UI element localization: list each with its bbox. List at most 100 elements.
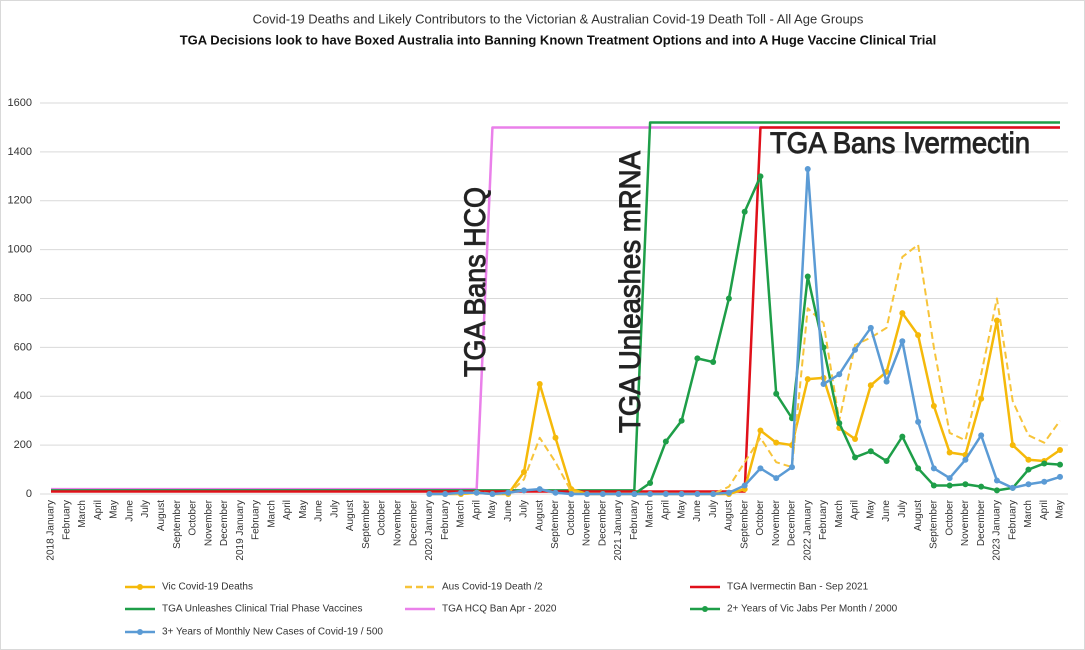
x-tick-label: December <box>408 499 419 546</box>
series-marker <box>552 489 559 496</box>
x-tick-label: October <box>944 499 955 535</box>
y-tick-label: 1400 <box>8 146 32 158</box>
series-marker <box>962 456 969 463</box>
x-tick-label: July <box>708 500 719 518</box>
x-tick-label: October <box>566 499 577 535</box>
series-marker <box>978 483 985 490</box>
x-tick-label: September <box>550 499 561 549</box>
series-marker <box>505 489 512 496</box>
x-tick-label: February <box>1007 500 1018 540</box>
series-marker <box>710 359 717 366</box>
series-marker <box>473 489 480 496</box>
y-tick-label: 1600 <box>8 97 32 109</box>
legend-label: TGA Ivermectin Ban - Sep 2021 <box>727 582 869 593</box>
x-tick-label: August <box>156 500 167 531</box>
series-marker <box>757 173 764 180</box>
series-marker <box>993 487 1000 494</box>
series-marker <box>946 449 953 456</box>
series-marker <box>1025 481 1032 488</box>
legend-label: Aus Covid-19 Death /2 <box>442 582 543 593</box>
x-tick-label: May <box>109 500 120 519</box>
series-marker <box>867 382 874 389</box>
series-marker <box>615 491 622 497</box>
x-tick-label: October <box>188 499 199 535</box>
series-marker <box>930 403 937 410</box>
series-marker <box>899 433 906 440</box>
chart-title: Covid-19 Deaths and Likely Contributors … <box>253 11 864 26</box>
series-marker <box>930 482 937 489</box>
y-tick-label: 0 <box>26 488 32 500</box>
x-tick-label: March <box>77 500 88 528</box>
series-marker <box>883 458 890 465</box>
x-tick-label: April <box>93 500 104 520</box>
series-marker <box>978 395 985 402</box>
series-marker <box>536 381 543 388</box>
x-tick-label: February <box>629 500 640 540</box>
x-tick-label: 2021 January <box>613 500 624 561</box>
series-marker <box>867 448 874 455</box>
legend-marker <box>137 584 143 590</box>
x-tick-label: July <box>140 500 151 518</box>
x-tick-label: February <box>818 500 829 540</box>
series-marker <box>1025 466 1032 473</box>
legend-marker <box>137 629 143 635</box>
x-tick-label: September <box>739 499 750 549</box>
x-tick-label: September <box>172 499 183 549</box>
series-marker <box>536 486 543 493</box>
series-marker <box>946 482 953 489</box>
series-marker <box>647 480 654 487</box>
series-marker <box>584 491 591 497</box>
series-marker <box>946 475 953 482</box>
series-marker <box>899 310 906 317</box>
x-tick-label: 2023 January <box>992 500 1003 561</box>
x-tick-label: August <box>345 500 356 531</box>
x-tick-label: June <box>503 500 514 522</box>
x-tick-label: December <box>976 499 987 546</box>
annotation: TGA Unleashes mRNA <box>614 151 647 433</box>
series-marker <box>1009 442 1016 449</box>
legend-marker <box>702 606 708 612</box>
series-marker <box>836 420 843 427</box>
series-marker <box>993 477 1000 484</box>
x-tick-label: October <box>755 499 766 535</box>
series-marker <box>978 432 985 439</box>
x-tick-label: April <box>1039 500 1050 520</box>
x-tick-label: November <box>392 499 403 546</box>
series-marker <box>930 465 937 472</box>
series-marker <box>442 491 449 497</box>
x-tick-label: February <box>61 500 72 540</box>
x-tick-label: December <box>219 499 230 546</box>
series-marker <box>1025 456 1032 463</box>
legend-label: TGA Unleashes Clinical Trial Phase Vacci… <box>162 604 362 615</box>
series-marker <box>662 491 669 497</box>
series-line <box>633 175 1061 496</box>
x-tick-label: June <box>314 500 325 522</box>
series-marker <box>631 491 638 497</box>
series-marker <box>457 489 464 496</box>
x-tick-label: May <box>487 500 498 519</box>
x-tick-label: September <box>929 499 940 549</box>
series-marker <box>804 165 811 172</box>
series-marker <box>867 324 874 331</box>
x-tick-label: May <box>676 500 687 519</box>
x-tick-label: March <box>834 500 845 528</box>
y-tick-label: 600 <box>14 341 32 353</box>
x-tick-label: 2018 January <box>46 500 57 561</box>
x-tick-label: April <box>661 500 672 520</box>
y-tick-label: 1000 <box>8 244 32 256</box>
x-tick-label: February <box>440 500 451 540</box>
series-marker <box>489 491 496 497</box>
x-tick-label: August <box>724 500 735 531</box>
series-marker <box>915 465 922 472</box>
series-marker <box>694 491 701 497</box>
x-tick-label: March <box>1023 500 1034 528</box>
x-tick-label: May <box>298 500 309 519</box>
x-tick-label: 2020 January <box>424 500 435 561</box>
series-marker <box>757 465 764 472</box>
annotation: TGA Bans Ivermectin <box>770 127 1030 160</box>
legend-label: TGA HCQ Ban Apr - 2020 <box>442 604 557 615</box>
series-marker <box>852 436 859 443</box>
series-marker <box>694 355 701 362</box>
